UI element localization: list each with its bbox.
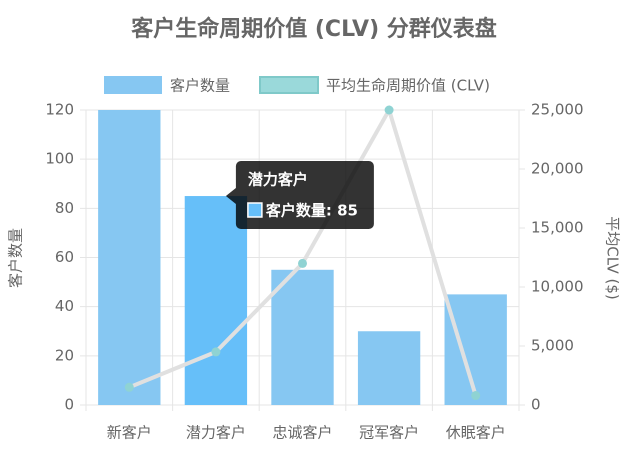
y-tick-label: 40 xyxy=(55,297,74,315)
y-tick-label: 120 xyxy=(45,101,74,119)
x-tick-label: 休眠客户 xyxy=(446,424,506,442)
line-point xyxy=(384,105,394,115)
tooltip-title: 潜力客户 xyxy=(248,171,308,189)
x-tick-label: 新客户 xyxy=(107,424,152,442)
y2-tick-label: 10,000 xyxy=(531,278,584,296)
y2-tick-label: 15,000 xyxy=(531,219,584,237)
y2-axis-label: 平均CLV ($) xyxy=(604,216,622,299)
x-tick-label: 冠军客户 xyxy=(359,424,419,442)
tooltip-swatch xyxy=(247,202,263,218)
line-point xyxy=(124,382,134,392)
y2-tick-label: 25,000 xyxy=(531,101,584,119)
tooltip-label: 客户数量: 85 xyxy=(265,202,358,220)
y-tick-label: 0 xyxy=(64,396,74,414)
bar xyxy=(184,196,248,405)
chart-title: 客户生命周期价值 (CLV) 分群仪表盘 xyxy=(131,16,497,42)
bar xyxy=(444,294,507,405)
y2-tick-label: 20,000 xyxy=(531,160,584,178)
y-tick-label: 20 xyxy=(55,346,74,364)
line-point xyxy=(211,347,221,357)
legend-swatch xyxy=(259,76,319,94)
tooltip-box xyxy=(225,161,374,229)
legend-swatch xyxy=(104,76,162,94)
bar xyxy=(357,331,421,405)
bar xyxy=(98,110,161,405)
y-tick-label: 60 xyxy=(55,248,74,266)
legend-label: 客户数量 xyxy=(170,77,230,95)
legend-label: 平均生命周期价值 (CLV) xyxy=(326,77,490,95)
y-tick-label: 100 xyxy=(45,150,74,168)
line-point xyxy=(298,258,307,268)
y-tick-label: 80 xyxy=(55,199,74,217)
line-point xyxy=(471,391,481,401)
bar xyxy=(271,269,334,405)
x-tick-label: 潜力客户 xyxy=(186,424,246,442)
y-axis-label: 客户数量 xyxy=(7,228,25,288)
y2-tick-label: 0 xyxy=(531,396,541,414)
x-tick-label: 忠诚客户 xyxy=(272,424,332,442)
y2-tick-label: 5,000 xyxy=(531,337,574,355)
